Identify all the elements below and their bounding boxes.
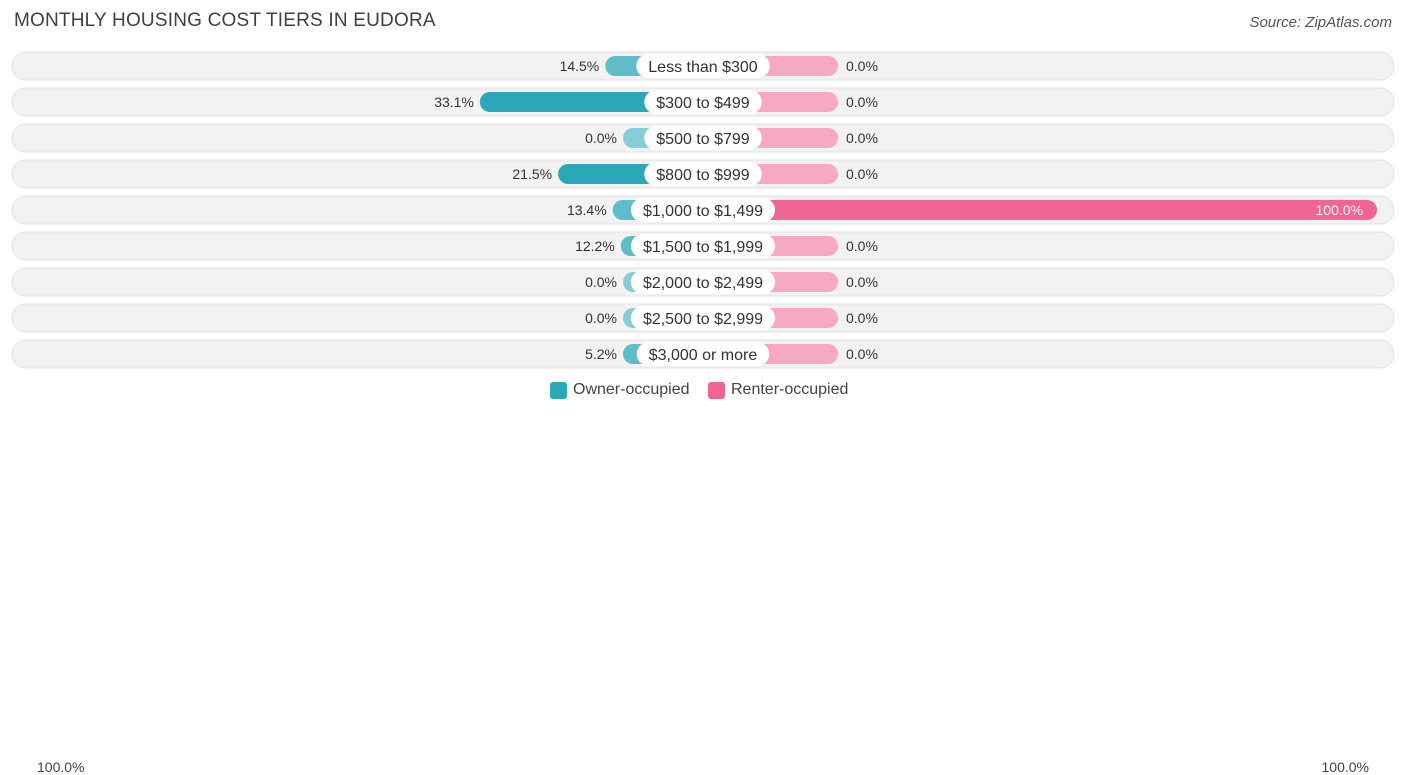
axis-left-label: 100.0% bbox=[37, 759, 85, 775]
renter-value-label: 0.0% bbox=[846, 238, 878, 254]
chart-title: MONTHLY HOUSING COST TIERS IN EUDORA bbox=[14, 10, 436, 31]
legend: 100.0% Owner-occupied Renter-occupied 10… bbox=[0, 378, 1406, 775]
category-label: $3,000 or more bbox=[649, 347, 758, 364]
legend-item-owner: Owner-occupied bbox=[550, 381, 690, 399]
category-pill bbox=[644, 162, 762, 186]
renter-value-label: 0.0% bbox=[846, 58, 878, 74]
category-pill bbox=[636, 342, 770, 366]
owner-value-label: 12.2% bbox=[575, 238, 615, 254]
owner-value-label: 21.5% bbox=[512, 166, 552, 182]
category-pill bbox=[630, 234, 776, 258]
category-label: $2,500 to $2,999 bbox=[643, 311, 763, 328]
legend-item-renter: Renter-occupied bbox=[708, 381, 848, 399]
category-pill bbox=[644, 90, 762, 114]
category-label: $500 to $799 bbox=[656, 131, 750, 148]
chart: Less than $300 14.5% 0.0% $300 to $499 33.1%… bbox=[11, 51, 1395, 369]
renter-swatch bbox=[708, 381, 725, 399]
category-pill bbox=[630, 198, 776, 222]
owner-value-label: 0.0% bbox=[585, 130, 617, 146]
category-label: $300 to $499 bbox=[656, 95, 750, 112]
owner-value-label: 5.2% bbox=[585, 346, 617, 362]
legend-owner-label: Owner-occupied bbox=[573, 381, 690, 398]
category-label: $2,000 to $2,499 bbox=[643, 275, 763, 292]
owner-value-label: 13.4% bbox=[567, 202, 607, 218]
source-label: Source: ZipAtlas.com bbox=[1249, 14, 1392, 31]
renter-bar bbox=[693, 200, 1377, 220]
legend-renter-label: Renter-occupied bbox=[731, 381, 849, 398]
category-pill bbox=[644, 126, 762, 150]
renter-value-label: 0.0% bbox=[846, 274, 878, 290]
category-pill bbox=[630, 306, 776, 330]
renter-value-label: 0.0% bbox=[846, 346, 878, 362]
category-label: $1,000 to $1,499 bbox=[643, 203, 763, 220]
renter-value-label: 0.0% bbox=[846, 94, 878, 110]
owner-value-label: 33.1% bbox=[434, 94, 474, 110]
owner-value-label: 0.0% bbox=[585, 274, 617, 290]
category-label: Less than $300 bbox=[648, 59, 758, 76]
owner-value-label: 14.5% bbox=[560, 58, 600, 74]
category-label: $800 to $999 bbox=[656, 167, 750, 184]
renter-value-label: 0.0% bbox=[846, 310, 878, 326]
category-pill bbox=[636, 54, 770, 78]
renter-value-label: 100.0% bbox=[1316, 202, 1363, 218]
renter-value-label: 0.0% bbox=[846, 166, 878, 182]
category-pill bbox=[630, 270, 776, 294]
owner-swatch bbox=[550, 381, 567, 399]
category-label: $1,500 to $1,999 bbox=[643, 239, 763, 256]
owner-value-label: 0.0% bbox=[585, 310, 617, 326]
renter-value-label: 0.0% bbox=[846, 130, 878, 146]
axis-right-label: 100.0% bbox=[1321, 759, 1369, 775]
